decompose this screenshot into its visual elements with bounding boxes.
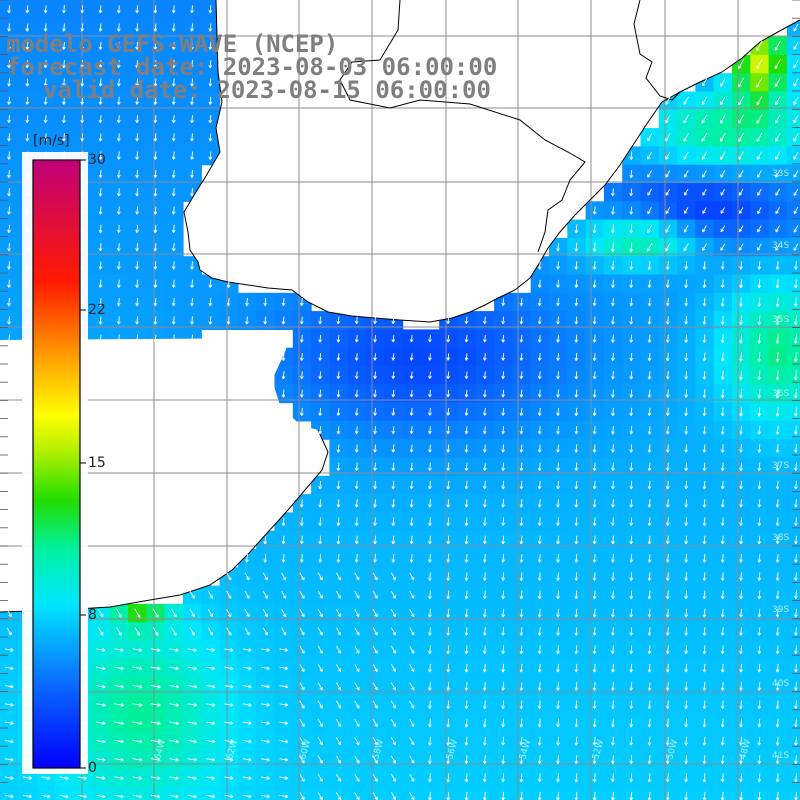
latitude-tick-label: 40S bbox=[772, 679, 789, 689]
wind-speed-cell bbox=[786, 549, 800, 568]
wind-speed-cell bbox=[146, 786, 166, 800]
wind-speed-cell bbox=[201, 786, 221, 800]
wind-speed-cell bbox=[183, 786, 202, 800]
wind-speed-cell bbox=[786, 457, 800, 477]
wind-speed-cell bbox=[786, 732, 800, 751]
wind-speed-cell bbox=[786, 73, 800, 93]
colorbar-tick-label: 0 bbox=[88, 760, 97, 776]
wind-speed-cell bbox=[292, 786, 312, 800]
wind-speed-cell bbox=[786, 219, 800, 239]
wind-speed-cell bbox=[786, 768, 800, 788]
wind-speed-cell bbox=[786, 567, 800, 587]
wind-speed-cell bbox=[311, 786, 330, 800]
wind-speed-cell bbox=[366, 786, 385, 800]
wind-speed-cell bbox=[18, 786, 38, 800]
wind-speed-cell bbox=[128, 786, 147, 800]
wind-speed-cell bbox=[786, 402, 800, 422]
colorbar-gradient bbox=[32, 159, 81, 769]
latitude-tick-label: 34S bbox=[772, 241, 789, 251]
wind-speed-cell bbox=[0, 786, 19, 800]
wind-speed-cell bbox=[786, 128, 800, 147]
wind-speed-cell bbox=[347, 786, 367, 800]
wind-speed-cell bbox=[786, 183, 800, 202]
wind-speed-cell bbox=[786, 640, 800, 660]
wind-speed-cell bbox=[786, 237, 800, 257]
wind-speed-cell bbox=[237, 786, 257, 800]
colorbar-tick-label: 8 bbox=[88, 607, 97, 623]
wind-speed-cell bbox=[786, 439, 800, 459]
wind-speed-cell bbox=[786, 494, 800, 513]
valid-date-label: valid date: 2023-08-15 06:00:00 bbox=[43, 76, 491, 104]
wind-speed-cell bbox=[786, 109, 800, 129]
wind-speed-cell bbox=[786, 585, 800, 605]
wind-speed-cell bbox=[274, 786, 294, 800]
wind-speed-cell bbox=[786, 146, 800, 166]
wind-speed-cell bbox=[91, 786, 111, 800]
wind-speed-cell bbox=[786, 274, 800, 294]
colorbar-unit-label: [m/s] bbox=[33, 133, 70, 149]
colorbar-tick-label: 15 bbox=[88, 455, 106, 471]
wind-speed-cell bbox=[786, 512, 800, 532]
wind-speed-cell bbox=[786, 256, 800, 276]
colorbar-tick-label: 30 bbox=[88, 152, 106, 168]
latitude-tick-label: 33S bbox=[772, 169, 789, 179]
wind-speed-cell bbox=[786, 91, 800, 111]
wind-speed-cell bbox=[786, 530, 800, 550]
latitude-tick-label: 36S bbox=[772, 389, 789, 399]
latitude-tick-label: 41S bbox=[772, 751, 789, 761]
wind-speed-cell bbox=[54, 786, 74, 800]
wind-speed-cell bbox=[164, 786, 184, 800]
wind-speed-cell bbox=[786, 695, 800, 715]
wind-speed-cell bbox=[36, 786, 56, 800]
wind-speed-cell bbox=[219, 786, 239, 800]
wind-speed-cell bbox=[786, 622, 800, 642]
wind-speed-cell bbox=[786, 713, 800, 733]
wind-speed-cell bbox=[786, 164, 800, 184]
latitude-tick-label: 39S bbox=[772, 605, 789, 615]
wind-speed-cell bbox=[786, 201, 800, 221]
wind-speed-cell bbox=[402, 786, 422, 800]
wind-speed-cell bbox=[329, 786, 349, 800]
wind-speed-cell bbox=[384, 786, 404, 800]
wind-speed-cell bbox=[256, 786, 276, 800]
latitude-tick-label: 38S bbox=[772, 533, 789, 543]
latitude-tick-label: 35S bbox=[772, 315, 789, 325]
wind-speed-cell bbox=[786, 54, 800, 74]
latitude-tick-label: 37S bbox=[772, 461, 789, 471]
wind-speed-cell bbox=[786, 475, 800, 495]
wind-speed-cell bbox=[786, 420, 800, 440]
wind-speed-cell bbox=[786, 292, 800, 312]
wind-speed-cell bbox=[786, 786, 800, 800]
wind-speed-cell bbox=[109, 786, 129, 800]
colorbar-tick-label: 22 bbox=[88, 302, 106, 318]
wind-speed-cell bbox=[786, 36, 800, 56]
wind-speed-cell bbox=[786, 658, 800, 678]
colorbar bbox=[22, 152, 88, 774]
wind-speed-cell bbox=[73, 786, 93, 800]
